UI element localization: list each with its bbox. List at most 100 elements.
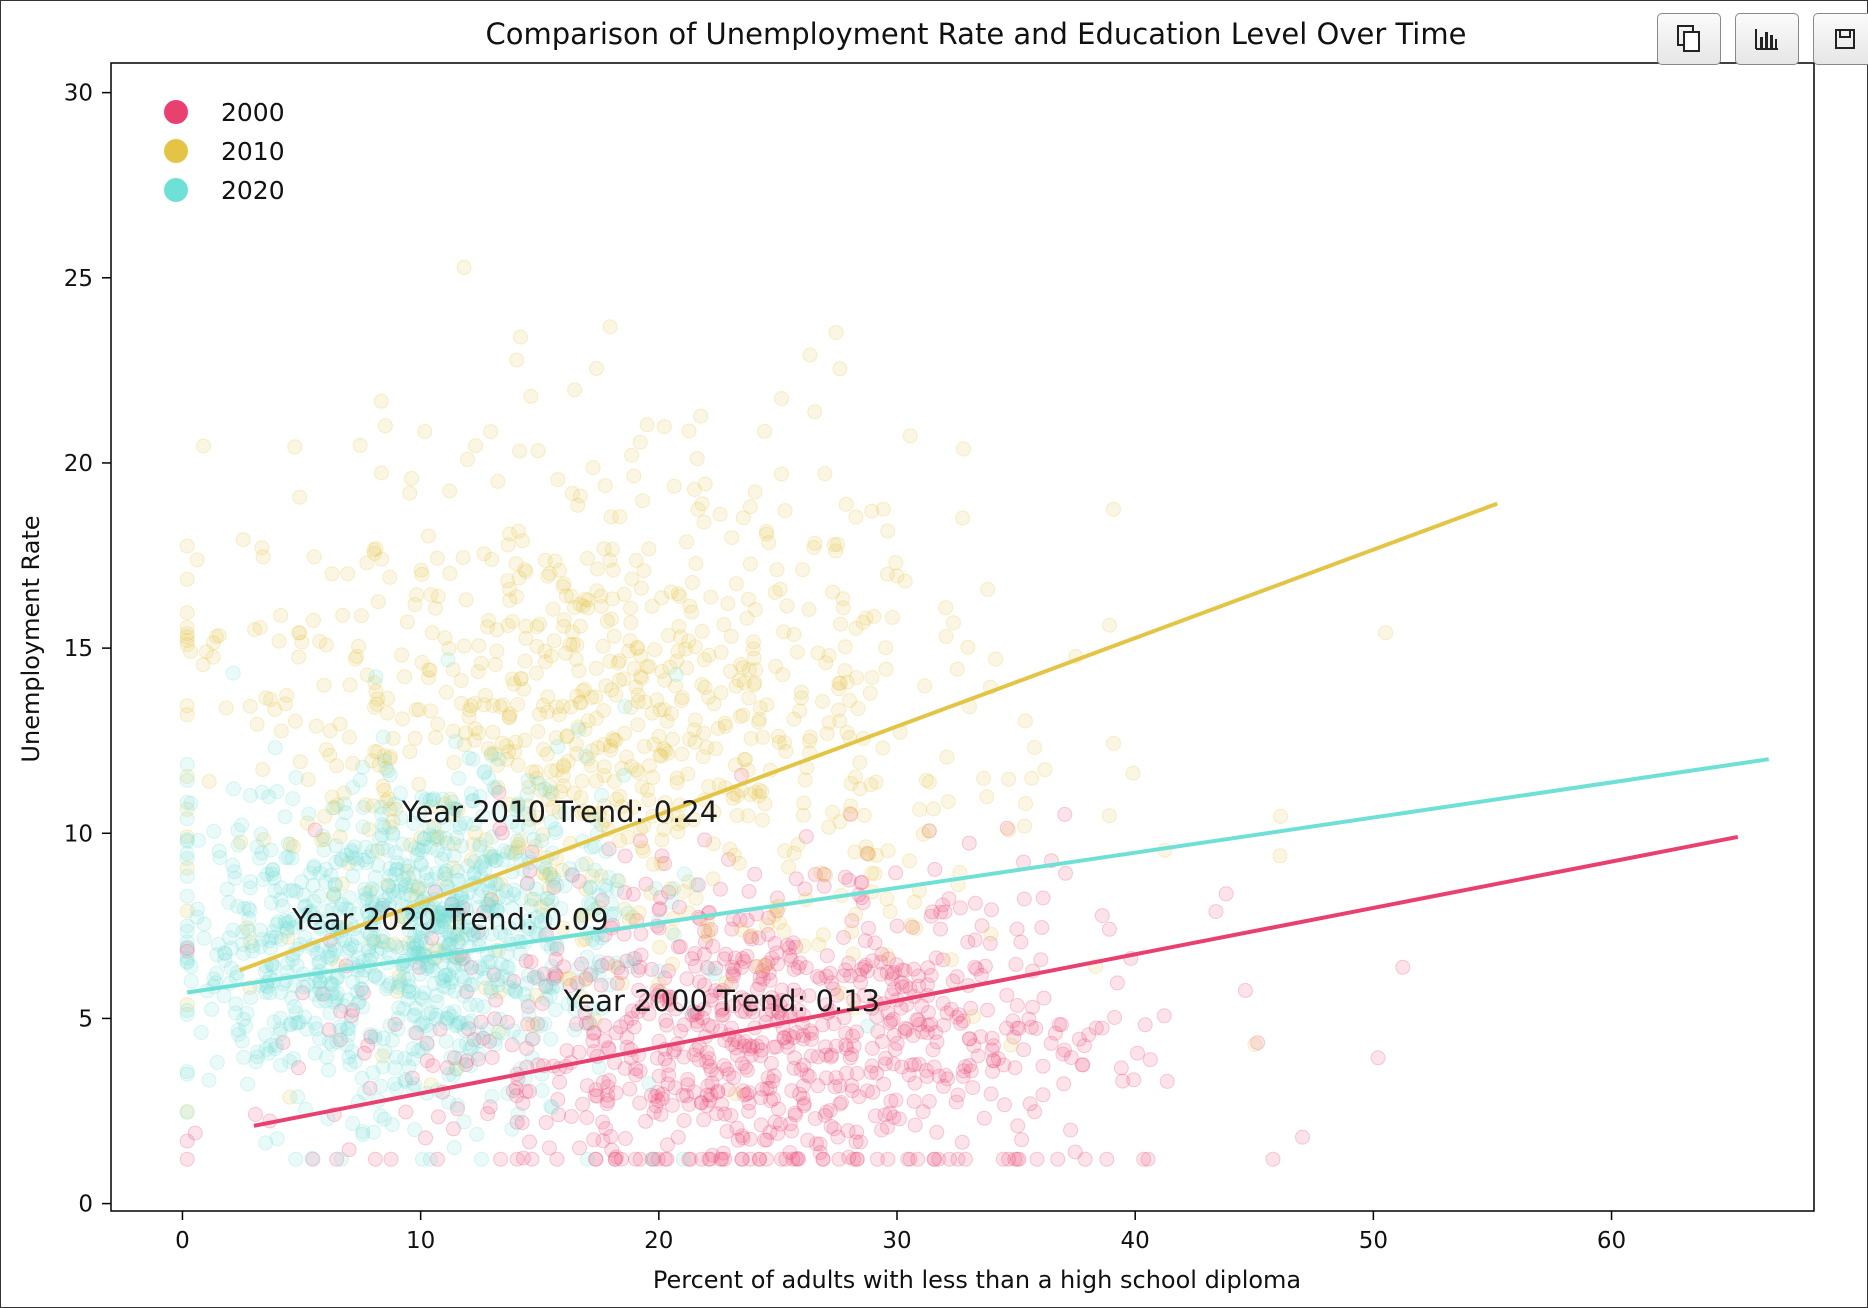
point-2010 <box>453 673 469 688</box>
point-2020 <box>588 935 604 951</box>
point-2010 <box>610 655 626 671</box>
point-2000 <box>698 934 713 950</box>
point-2010 <box>287 439 303 455</box>
point-2010 <box>1272 848 1288 864</box>
point-2010 <box>252 620 268 636</box>
point-2000 <box>893 975 909 991</box>
point-2010 <box>848 509 864 525</box>
point-2000 <box>493 1151 509 1167</box>
point-2010 <box>727 757 743 773</box>
point-2000 <box>632 959 648 975</box>
point-2020 <box>191 833 206 848</box>
point-2000 <box>843 968 858 984</box>
legend: 2000 2010 2020 <box>164 98 285 205</box>
point-2000 <box>717 1151 733 1167</box>
point-2010 <box>674 746 690 762</box>
point-2000 <box>638 876 654 892</box>
point-2000 <box>541 1140 557 1156</box>
point-2000 <box>874 1122 890 1138</box>
point-2000 <box>752 1151 767 1167</box>
point-2020 <box>336 796 352 812</box>
point-2020 <box>664 894 680 910</box>
point-2010 <box>879 947 895 963</box>
point-2010 <box>757 423 772 439</box>
point-2010 <box>460 451 475 467</box>
point-2020 <box>860 1018 876 1034</box>
point-2020 <box>482 883 498 899</box>
point-2000 <box>888 865 904 881</box>
point-2010 <box>810 645 826 661</box>
point-2020 <box>438 1033 454 1049</box>
point-2020 <box>196 930 212 946</box>
point-2010 <box>377 418 393 434</box>
point-2020 <box>676 866 692 882</box>
point-2000 <box>741 1085 757 1101</box>
point-2000 <box>905 1028 921 1044</box>
point-2010 <box>875 740 891 756</box>
point-2010 <box>665 956 681 972</box>
point-2000 <box>1023 1019 1039 1035</box>
point-2000 <box>782 940 797 956</box>
point-2020 <box>567 1022 583 1038</box>
point-2010 <box>724 530 740 546</box>
copy-button[interactable] <box>1657 13 1721 65</box>
point-2020 <box>179 1006 195 1022</box>
point-2010 <box>427 600 443 616</box>
point-2000 <box>595 1074 611 1090</box>
point-2020 <box>352 772 368 788</box>
point-2020 <box>380 843 396 858</box>
point-2000 <box>798 829 814 845</box>
point-2000 <box>755 963 771 979</box>
point-2010 <box>455 550 471 566</box>
point-2010 <box>731 855 747 871</box>
point-2000 <box>920 1005 936 1020</box>
chart-button[interactable] <box>1735 13 1799 65</box>
point-2010 <box>489 643 505 659</box>
point-2020 <box>449 1017 465 1033</box>
point-2010 <box>446 755 462 771</box>
point-2000 <box>941 891 957 907</box>
point-2000 <box>614 965 629 981</box>
point-2010 <box>663 584 679 600</box>
point-2010 <box>324 566 340 582</box>
point-2000 <box>858 957 874 973</box>
point-2020 <box>322 1034 337 1050</box>
save-button[interactable] <box>1813 13 1868 65</box>
point-2020 <box>578 748 594 764</box>
point-2020 <box>453 838 469 854</box>
point-2000 <box>681 1151 697 1167</box>
point-2000 <box>786 962 802 977</box>
point-2010 <box>735 660 751 676</box>
point-2020 <box>689 877 704 893</box>
point-2000 <box>867 935 883 951</box>
point-2020 <box>382 868 398 884</box>
point-2010 <box>513 329 529 345</box>
point-2000 <box>509 1151 525 1167</box>
point-2000 <box>455 900 471 916</box>
point-2000 <box>625 886 641 902</box>
point-2010 <box>267 701 283 717</box>
point-2020 <box>263 842 279 858</box>
point-2020 <box>212 850 228 866</box>
point-2010 <box>624 571 640 587</box>
point-2010 <box>739 610 755 626</box>
point-2000 <box>841 872 857 888</box>
point-2000 <box>514 1115 530 1131</box>
point-2000 <box>1007 1060 1023 1076</box>
point-2020 <box>196 916 212 932</box>
point-2000 <box>737 1087 752 1103</box>
point-2000 <box>660 963 676 979</box>
point-2000 <box>846 1038 862 1054</box>
point-2010 <box>414 566 430 582</box>
point-2000 <box>730 1132 746 1148</box>
point-2010 <box>456 259 472 275</box>
point-2000 <box>886 1109 902 1125</box>
trend-label-2000: Year 2000 Trend: 0.13 <box>563 984 881 1018</box>
point-2000 <box>742 1131 758 1147</box>
point-2000 <box>679 971 695 987</box>
point-2000 <box>1013 934 1029 950</box>
point-2000 <box>886 981 902 997</box>
point-2000 <box>1142 1052 1158 1068</box>
point-2010 <box>844 924 860 940</box>
point-2010 <box>802 347 818 363</box>
